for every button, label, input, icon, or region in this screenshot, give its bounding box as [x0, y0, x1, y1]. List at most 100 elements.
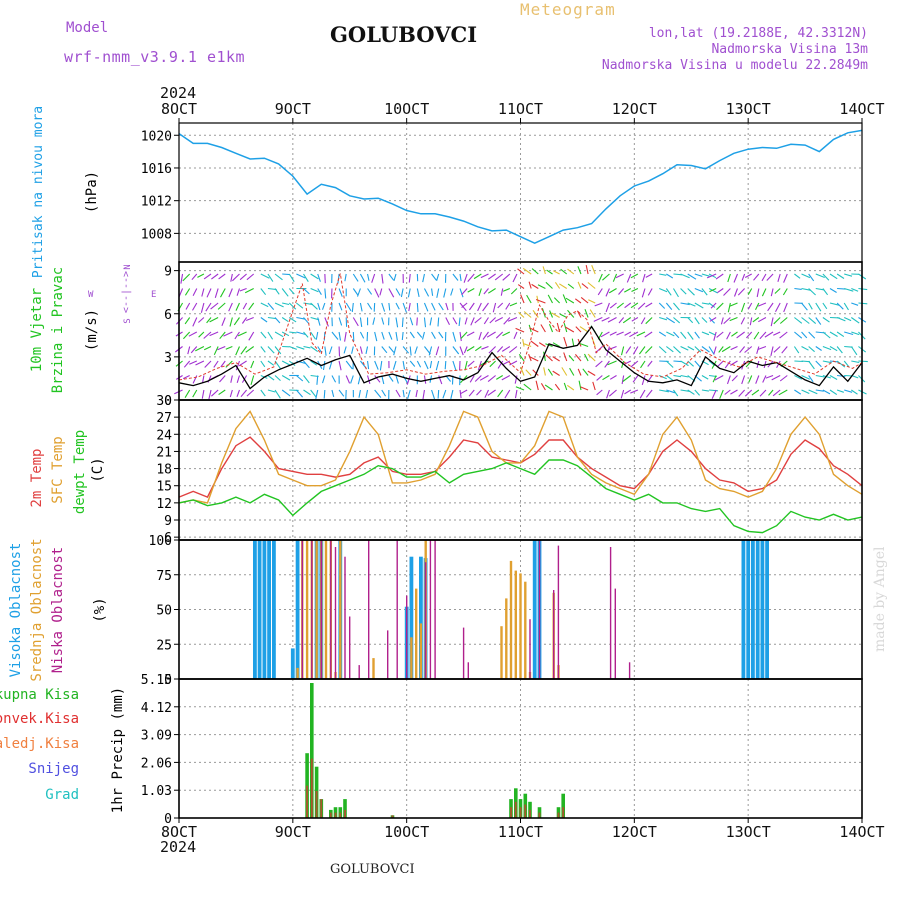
- lonlat-label: lon,lat (19.2188E, 42.3312N): [649, 26, 868, 41]
- precip-convective-bar: [515, 802, 517, 818]
- model-elevation-label: Nadmorska Visina u modelu 22.2849m: [602, 58, 868, 73]
- cloud-low-bar: [368, 540, 369, 679]
- elevation-label: Nadmorska Visina 13m: [711, 42, 868, 57]
- cloud-mid-bar: [515, 571, 517, 679]
- wind-barb: [282, 274, 290, 275]
- cloud-ytick-label: 25: [156, 638, 172, 653]
- cloud-mid-bar: [372, 658, 374, 679]
- wind-unit: (m/s): [84, 309, 100, 351]
- wind-ylabel-2: Brzina i Pravac: [50, 267, 66, 393]
- wind-barb: [445, 361, 446, 369]
- cloud-mid-bar: [510, 561, 512, 679]
- cloud-high-bar: [291, 648, 295, 679]
- cloud-high-bar: [533, 540, 537, 679]
- precip-ytick-label: 3.09: [141, 729, 172, 744]
- cloud-low-bar: [321, 540, 322, 679]
- cloud-high-bar: [765, 540, 769, 679]
- temperature-ytick-label: 21: [156, 445, 172, 460]
- cloud-low-bar: [387, 630, 388, 679]
- wind-ytick-label: 6: [164, 308, 172, 323]
- product-title: Meteogram: [520, 0, 616, 19]
- compass-south: S: [123, 318, 133, 323]
- cloud-high-bar: [751, 540, 755, 679]
- precip-convective-bar: [335, 813, 337, 818]
- precip-convective-bar: [339, 813, 341, 818]
- cloud-mid-bar: [524, 582, 526, 679]
- credit: made by Angel: [872, 547, 888, 653]
- temperature-ytick-label: 12: [156, 497, 172, 512]
- pressure-ylabel: Pritisak na nivou mora: [31, 106, 46, 278]
- wind-barb: [417, 303, 418, 312]
- precip-ytick-label: 1.03: [141, 784, 172, 799]
- cloud-low-bar: [434, 540, 435, 679]
- cloud-low-bar: [430, 540, 431, 679]
- precip-convective-bar: [529, 810, 531, 818]
- cloud-low-bar: [553, 590, 554, 679]
- year-bottom: 2024: [160, 838, 196, 856]
- precip-convective-bar: [539, 813, 541, 818]
- temperature-ytick-label: 9: [164, 514, 172, 529]
- precip-convective-bar: [316, 791, 318, 818]
- wind-ylabel-1: 10m Vjetar: [29, 288, 45, 372]
- precip-ylabel: 1hr Precip (mm): [110, 687, 126, 813]
- x-tick-label-bottom: 11OCT: [498, 823, 543, 841]
- cloud-low-bar: [397, 540, 398, 679]
- temperature-ytick-label: 15: [156, 480, 172, 495]
- precip-legend-item: Konvek.Kisa: [0, 711, 79, 727]
- cloud-mid-bar: [410, 637, 412, 679]
- wind-ytick-label: 9: [164, 265, 172, 280]
- cloud-ytick-label: 75: [156, 569, 172, 584]
- wind-ytick-label: 3: [164, 351, 172, 366]
- precip-convective-bar: [330, 813, 332, 818]
- wind-barb: [858, 361, 867, 362]
- model-name: wrf-nmm_v3.9.1 e1km: [64, 48, 245, 66]
- x-tick-label-top: 13OCT: [726, 100, 771, 118]
- temp-ylabel-dewpt: dewpt Temp: [72, 430, 88, 514]
- x-tick-label-bottom: 10OCT: [384, 823, 429, 841]
- x-tick-label-top: 10OCT: [384, 100, 429, 118]
- x-tick-label-top: 11OCT: [498, 100, 543, 118]
- pressure-ytick-label: 1008: [141, 227, 172, 242]
- precip-ytick-label: 4.12: [141, 701, 172, 716]
- temp-unit: (C): [90, 457, 106, 482]
- temperature-ytick-label: 18: [156, 463, 172, 478]
- cloud-high-bar: [267, 540, 271, 679]
- cloud-mid-bar: [415, 589, 417, 679]
- precip-legend-item: Zaledj.Kisa: [0, 736, 79, 752]
- wind-barb: [324, 390, 325, 399]
- x-tick-label-top: 14OCT: [839, 100, 884, 118]
- footer-station: GOLUBOVCI: [330, 862, 415, 877]
- cloud-high-bar: [742, 540, 746, 679]
- cloud-low-bar: [302, 540, 303, 679]
- cloud-mid-bar: [296, 668, 298, 679]
- pressure-unit: (hPa): [84, 171, 100, 213]
- cloud-low-bar: [629, 662, 630, 679]
- cloud-mid-bar: [325, 540, 327, 679]
- cloud-low-bar: [335, 547, 336, 679]
- precip-legend-item: Snijeg: [28, 761, 79, 777]
- cloud-unit: (%): [92, 597, 108, 622]
- cloud-high-bar: [258, 540, 262, 679]
- cloud-low-bar: [344, 557, 345, 679]
- cloud-low-bar: [349, 617, 350, 680]
- cloud-low-bar: [406, 596, 407, 679]
- precip-convective-bar: [562, 807, 564, 818]
- cloud-high-bar: [272, 540, 276, 679]
- cloud-low-bar: [615, 589, 616, 679]
- precip-legend-item: Grad: [45, 787, 79, 803]
- cloud-high-bar: [296, 540, 300, 679]
- x-tick-label-top: 12OCT: [612, 100, 657, 118]
- cloud-mid-bar: [420, 623, 422, 679]
- x-tick-label-bottom: 13OCT: [726, 823, 771, 841]
- station-title: GOLUBOVCI: [330, 22, 477, 47]
- cloud-low-bar: [558, 546, 559, 679]
- precip-convective-bar: [520, 807, 522, 818]
- cloud-low-bar: [311, 540, 312, 679]
- cloud-low-bar: [529, 619, 530, 679]
- cloud-ylabel-mid: Srednja Oblacnost: [29, 538, 45, 681]
- cloud-high-bar: [756, 540, 760, 679]
- x-tick-label-top: 8OCT: [161, 100, 197, 118]
- wind-barb: [438, 318, 439, 327]
- compass-ns-axis: <--|-->: [121, 271, 132, 313]
